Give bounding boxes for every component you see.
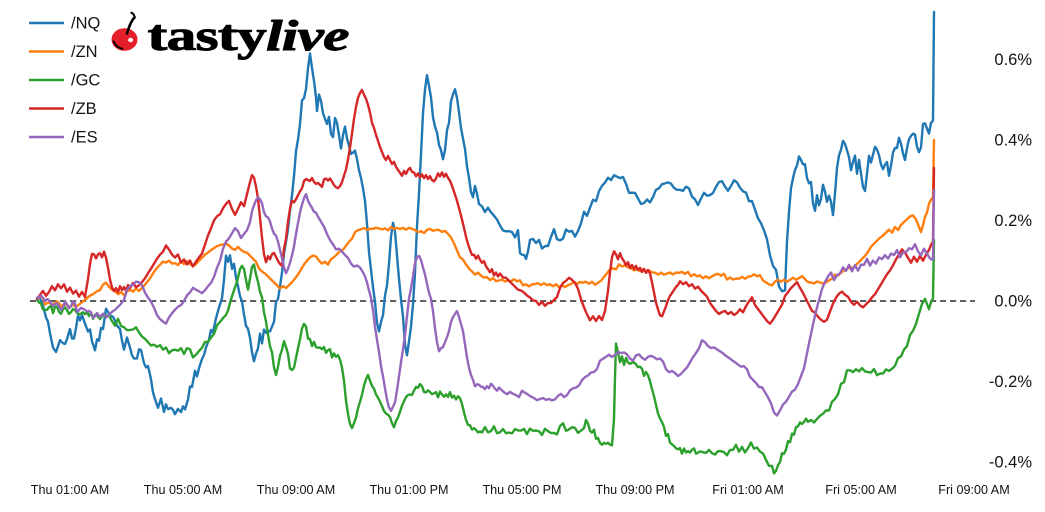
svg-text:/NQ: /NQ — [71, 15, 101, 33]
svg-text:0.0%: 0.0% — [994, 293, 1032, 311]
svg-text:Thu 01:00 AM: Thu 01:00 AM — [31, 483, 109, 497]
svg-text:tastylive: tastylive — [148, 13, 349, 60]
svg-text:-0.4%: -0.4% — [989, 454, 1032, 472]
svg-text:/ZN: /ZN — [71, 43, 98, 61]
svg-text:/ZB: /ZB — [71, 100, 97, 118]
svg-text:Thu 05:00 AM: Thu 05:00 AM — [144, 483, 222, 497]
svg-text:-0.2%: -0.2% — [989, 373, 1032, 391]
svg-text:0.4%: 0.4% — [994, 132, 1032, 150]
svg-text:Thu 05:00 PM: Thu 05:00 PM — [482, 483, 561, 497]
svg-text:Thu 09:00 AM: Thu 09:00 AM — [257, 483, 335, 497]
svg-text:Thu 09:00 PM: Thu 09:00 PM — [595, 483, 674, 497]
svg-text:Thu 01:00 PM: Thu 01:00 PM — [369, 483, 448, 497]
svg-text:Fri 09:00 AM: Fri 09:00 AM — [938, 483, 1009, 497]
svg-text:/GC: /GC — [71, 72, 100, 90]
svg-text:0.2%: 0.2% — [994, 212, 1032, 230]
svg-text:Fri 05:00 AM: Fri 05:00 AM — [825, 483, 896, 497]
svg-text:0.6%: 0.6% — [994, 51, 1032, 69]
svg-text:/ES: /ES — [71, 129, 98, 147]
svg-text:Fri 01:00 AM: Fri 01:00 AM — [712, 483, 783, 497]
